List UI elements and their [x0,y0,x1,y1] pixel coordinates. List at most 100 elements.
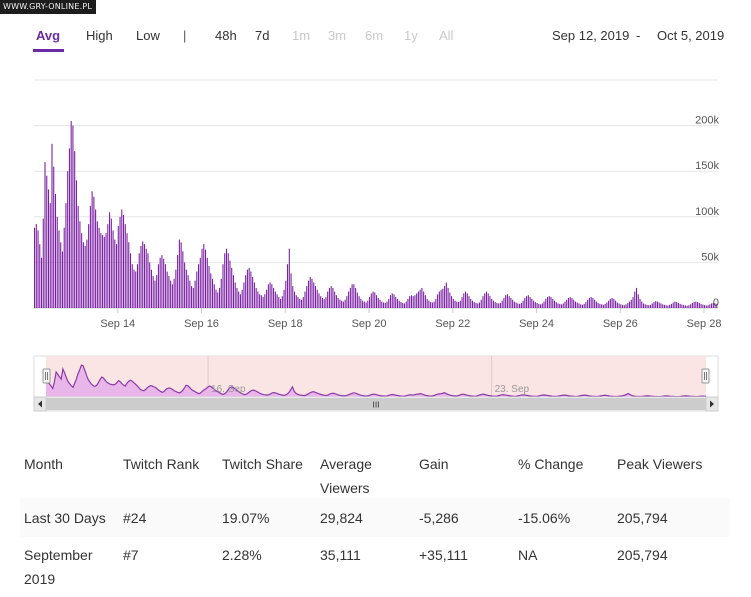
chart-bar[interactable] [588,297,590,308]
chart-bar[interactable] [655,301,657,308]
chart-bar[interactable] [407,298,409,308]
chart-bar[interactable] [475,302,477,308]
chart-bar[interactable] [152,276,154,308]
chart-bar[interactable] [709,304,711,308]
chart-bar[interactable] [501,300,503,308]
chart-bar[interactable] [121,209,123,309]
chart-bar[interactable] [367,300,369,308]
chart-bar[interactable] [447,287,449,308]
chart-bar[interactable] [44,162,46,308]
chart-bar[interactable] [426,298,428,308]
chart-bar[interactable] [253,282,255,308]
chart-bar[interactable] [480,299,482,308]
chart-bar[interactable] [454,300,456,308]
chart-bar[interactable] [234,282,236,308]
chart-bar[interactable] [93,196,95,308]
chart-bar[interactable] [431,302,433,308]
chart-bar[interactable] [398,300,400,308]
chart-bar[interactable] [267,284,269,308]
chart-bar[interactable] [248,267,250,308]
chart-bar[interactable] [54,194,57,308]
chart-bar[interactable] [473,302,475,308]
chart-bar[interactable] [81,233,83,308]
chart-bar[interactable] [602,304,604,308]
chart-bar[interactable] [63,227,65,308]
chart-bar[interactable] [428,300,430,308]
chart-bar[interactable] [400,302,402,308]
chart-bar[interactable] [705,305,707,308]
chart-bar[interactable] [508,296,510,308]
chart-bar[interactable] [629,301,631,308]
chart-bar[interactable] [138,253,140,308]
chart-bar[interactable] [630,299,632,308]
chart-bar[interactable] [604,303,606,308]
mode-high-button[interactable]: High [86,28,113,43]
chart-bar[interactable] [185,269,187,308]
chart-bar[interactable] [225,248,228,308]
chart-bar[interactable] [84,245,86,308]
chart-bar[interactable] [102,235,104,308]
navigator-right-handle[interactable] [701,368,710,384]
chart-bar[interactable] [266,289,268,308]
chart-bar[interactable] [143,244,146,308]
chart-bar[interactable] [337,297,339,308]
chart-bar[interactable] [649,304,652,308]
chart-bar[interactable] [489,296,491,308]
chart-bar[interactable] [583,303,585,308]
chart-bar[interactable] [51,143,53,308]
chart-bar[interactable] [449,292,451,309]
chart-bar[interactable] [660,303,662,308]
chart-bar[interactable] [492,300,494,308]
chart-bar[interactable] [421,287,423,308]
chart-bar[interactable] [103,236,105,308]
mode-avg-button[interactable]: Avg [36,28,61,43]
chart-bar[interactable] [149,262,151,308]
chart-bar[interactable] [646,304,648,308]
chart-bar[interactable] [201,248,203,308]
chart-bar[interactable] [116,244,118,308]
chart-bar[interactable] [548,296,550,308]
chart-bar[interactable] [70,121,72,308]
chart-bar[interactable] [273,287,275,308]
chart-bar[interactable] [47,189,50,308]
chart-bar[interactable] [463,293,465,308]
chart-bar[interactable] [107,224,109,308]
chart-bar[interactable] [60,242,62,308]
chart-bar[interactable] [693,302,695,308]
chart-bar[interactable] [100,233,102,308]
chart-bar[interactable] [348,291,350,308]
chart-bar[interactable] [67,171,69,308]
chart-bar[interactable] [681,304,683,308]
chart-bar[interactable] [159,257,161,308]
chart-bar[interactable] [246,269,248,308]
chart-bar[interactable] [295,295,297,308]
chart-bar[interactable] [547,297,549,308]
chart-bar[interactable] [191,286,193,308]
chart-bar[interactable] [515,302,517,308]
chart-bar[interactable] [711,303,713,308]
chart-bar[interactable] [269,282,271,308]
chart-bar[interactable] [98,227,100,308]
chart-bar[interactable] [210,273,212,308]
chart-bar[interactable] [79,221,81,308]
chart-bar[interactable] [531,298,533,308]
range-3m-button[interactable]: 3m [328,28,347,43]
chart-bar[interactable] [238,291,240,308]
chart-bar[interactable] [311,278,313,308]
chart-bar[interactable] [290,273,292,308]
chart-bar[interactable] [217,292,219,309]
chart-bar[interactable] [365,302,367,308]
chart-bar[interactable] [424,295,426,308]
chart-bar[interactable] [637,294,639,308]
chart-bar[interactable] [196,271,198,308]
chart-bar[interactable] [506,294,508,308]
chart-bar[interactable] [635,287,638,308]
chart-bar[interactable] [707,305,709,308]
chart-bar[interactable] [698,302,700,308]
chart-bar[interactable] [691,302,693,308]
chart-bar[interactable] [517,303,519,308]
chart-bar[interactable] [117,225,119,308]
chart-bar[interactable] [606,302,608,308]
chart-bar[interactable] [58,230,60,308]
chart-bar[interactable] [620,304,622,308]
